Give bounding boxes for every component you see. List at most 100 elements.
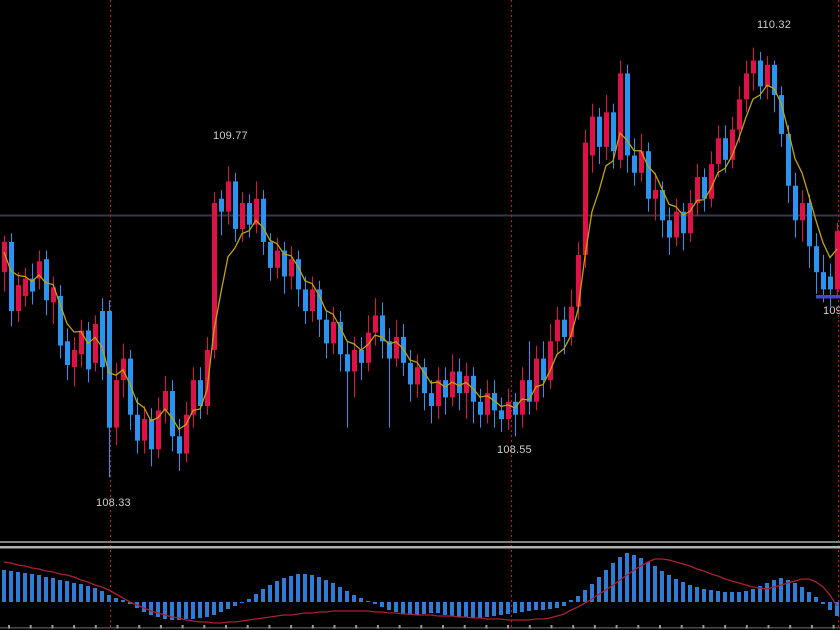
candle (422, 358, 427, 411)
candle (548, 324, 553, 389)
time-tick (290, 625, 293, 629)
time-tick (528, 625, 531, 629)
candle (135, 397, 140, 454)
time-tick (680, 625, 683, 629)
macd-bar (681, 582, 685, 602)
macd-bar (289, 576, 293, 602)
candle (541, 341, 546, 398)
pane-separator[interactable] (0, 541, 840, 549)
time-tick (637, 625, 640, 629)
macd-bar (44, 577, 48, 602)
candle (30, 263, 35, 305)
macd-bar (16, 572, 20, 602)
macd-bar (534, 602, 538, 610)
macd-bar (653, 566, 657, 602)
time-tick (442, 625, 444, 629)
macd-bar (345, 591, 349, 602)
time-tick (376, 625, 379, 629)
macd-indicator-pane[interactable] (2, 553, 839, 624)
macd-bar (401, 602, 405, 614)
macd-bar (310, 575, 314, 602)
candle (702, 168, 707, 212)
macd-bar (702, 589, 706, 602)
macd-bar (527, 602, 531, 611)
candle (492, 380, 497, 428)
macd-bar (499, 602, 503, 615)
macd-bar (674, 579, 678, 602)
time-tick (94, 625, 97, 629)
macd-bar (814, 597, 818, 602)
macd-bar (730, 592, 734, 602)
macd-bar (380, 602, 384, 607)
candle (499, 397, 504, 432)
macd-bar (324, 580, 328, 602)
macd-bar (394, 602, 398, 612)
candle (289, 246, 294, 290)
time-tick (767, 625, 770, 629)
candle (793, 172, 798, 238)
macd-bar (471, 602, 475, 618)
candle (261, 190, 266, 255)
macd-bar (65, 581, 69, 602)
macd-bar (639, 558, 643, 602)
candle (450, 354, 455, 407)
candle (93, 315, 98, 372)
macd-bar (744, 591, 748, 602)
candle (436, 367, 441, 420)
macd-bar (359, 598, 363, 602)
macd-bar (807, 592, 811, 602)
macd-bar (219, 602, 223, 612)
macd-bar (632, 555, 636, 602)
macd-bar (611, 563, 615, 602)
macd-bar (37, 575, 41, 602)
candle (751, 47, 756, 91)
candle (359, 336, 364, 381)
candle (485, 380, 490, 424)
macd-bar (695, 587, 699, 602)
candle (394, 319, 399, 368)
candle (513, 393, 518, 437)
macd-bar (156, 602, 160, 617)
macd-bar (576, 596, 580, 602)
price-marker-line (816, 295, 840, 299)
macd-bar (590, 584, 594, 602)
candle (163, 375, 168, 424)
candle (569, 289, 574, 346)
signal-line (3, 558, 838, 624)
macd-bar (429, 602, 433, 613)
candle (464, 362, 469, 420)
macd-bar (828, 602, 832, 610)
macd-bar (709, 590, 713, 602)
macd-bar (121, 600, 125, 602)
macd-bar (457, 602, 461, 617)
candle (527, 341, 532, 415)
candle (240, 192, 245, 242)
time-tick (420, 625, 423, 629)
time-tick (745, 625, 748, 629)
candle (555, 306, 560, 355)
macd-bar (786, 580, 790, 602)
macd-bar (86, 586, 90, 602)
candle (618, 60, 623, 169)
macd-bar (282, 578, 286, 602)
macd-bar (723, 592, 727, 602)
swing-low-label-1: 108.33 (96, 497, 131, 509)
time-axis[interactable] (0, 625, 840, 629)
macd-bar (247, 599, 251, 602)
candle (380, 302, 385, 359)
macd-bar (23, 573, 27, 602)
macd-bar (338, 587, 342, 602)
main-price-pane[interactable] (2, 47, 840, 478)
macd-bar (254, 594, 258, 602)
time-tick (8, 625, 10, 629)
candle (198, 367, 203, 420)
macd-bar (562, 602, 566, 606)
macd-bar (765, 583, 769, 602)
macd-bar (541, 602, 545, 610)
separator-line (0, 541, 840, 543)
candle (653, 172, 658, 221)
candle (562, 306, 567, 355)
time-tick (116, 625, 119, 629)
